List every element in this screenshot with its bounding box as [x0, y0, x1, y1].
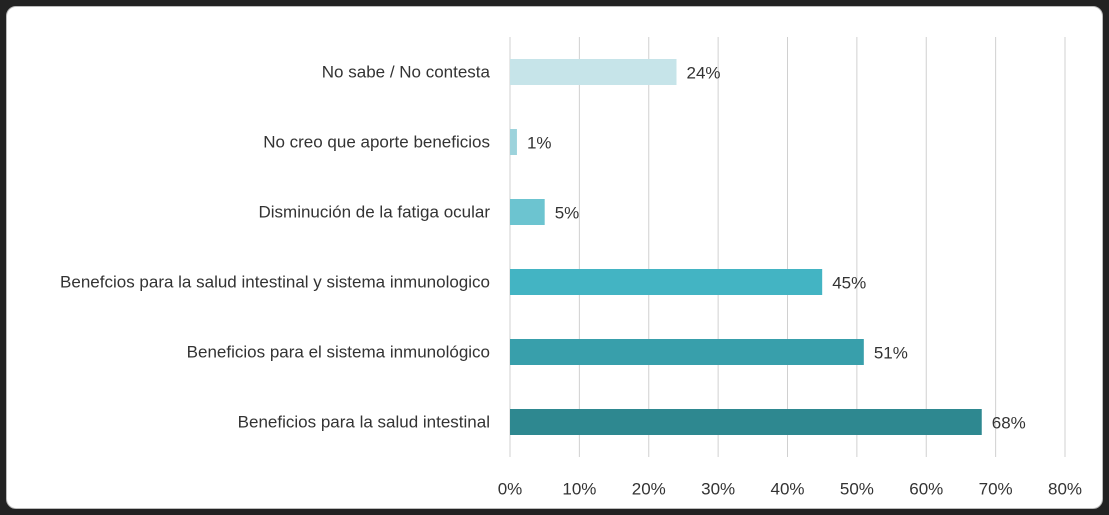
category-text: Disminución de la fatiga ocular	[258, 202, 490, 222]
x-tick-label: 80%	[1048, 479, 1082, 498]
category-text: Beneficios para la salud intestinal	[237, 412, 490, 432]
bar	[510, 409, 982, 435]
bar	[510, 269, 823, 295]
x-tick-label: 0%	[498, 479, 523, 498]
x-tick-label: 50%	[840, 479, 874, 498]
category-label: Beneficios para el sistema inmunológico	[10, 342, 490, 363]
x-tick-label: 70%	[979, 479, 1013, 498]
category-text: Benefcios para la salud intestinal y sis…	[60, 272, 490, 292]
bar	[510, 339, 864, 365]
category-label: No sabe / No contesta	[10, 62, 490, 83]
bar	[510, 129, 517, 155]
data-label: 5%	[555, 203, 580, 222]
category-label: Disminución de la fatiga ocular	[10, 202, 490, 223]
bar	[510, 199, 545, 225]
data-label: 68%	[992, 413, 1026, 432]
data-label: 24%	[687, 63, 721, 82]
category-label: Benefcios para la salud intestinal y sis…	[10, 272, 490, 293]
x-tick-label: 10%	[562, 479, 596, 498]
bar	[510, 59, 677, 85]
data-label: 1%	[527, 133, 552, 152]
category-text: No creo que aporte beneficios	[263, 132, 490, 152]
x-tick-label: 60%	[909, 479, 943, 498]
category-text: No sabe / No contesta	[321, 62, 490, 82]
data-label: 51%	[874, 343, 908, 362]
x-tick-label: 30%	[701, 479, 735, 498]
category-label: No creo que aporte beneficios	[10, 132, 490, 153]
data-label: 45%	[832, 273, 866, 292]
category-text: Beneficios para el sistema inmunológico	[186, 342, 490, 362]
x-tick-label: 20%	[632, 479, 666, 498]
x-tick-label: 40%	[770, 479, 804, 498]
category-label: Beneficios para la salud intestinal	[10, 412, 490, 433]
